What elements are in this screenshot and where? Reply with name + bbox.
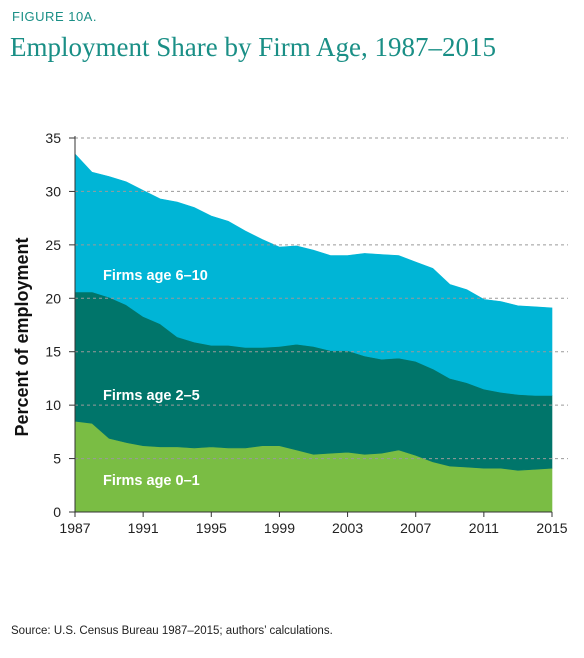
y-tick-label-25: 25 [45,237,61,253]
y-tick-label-20: 20 [45,290,61,306]
area-layer [74,153,553,513]
series-label-1: Firms age 0–1 [103,473,200,489]
y-tick-label-5: 5 [53,451,61,467]
y-tick-label-10: 10 [45,397,61,413]
figure-label: FIGURE 10A. [12,9,97,24]
x-tick-label-1987: 1987 [59,520,90,536]
y-tick-label-30: 30 [45,183,61,199]
gridlines [75,137,568,460]
y-tick-label-15: 15 [45,344,61,360]
stacked-area-chart: 0 5 10 15 20 25 30 35 1987 1991 1995 1999 2003 2007 20… [12,130,568,536]
x-tick-label-1991: 1991 [128,520,159,536]
x-tick-label-2015: 2015 [536,520,567,536]
y-axis-label: Percent of employment [12,237,32,436]
x-tick-label-1999: 1999 [264,520,295,536]
x-tick-label-2011: 2011 [469,520,499,536]
series-label-2: Firms age 2–5 [103,388,200,404]
x-tick-label-2007: 2007 [400,520,431,536]
area-3 [74,153,553,396]
series-labels: Firms age 0–1 Firms age 2–5 Firms age 6–10 [103,268,208,489]
chart-title: Employment Share by Firm Age, 1987–2015 [10,32,496,62]
y-tick-label-35: 35 [45,130,61,146]
x-tick-label-2003: 2003 [332,520,363,536]
series-label-3: Firms age 6–10 [103,268,208,284]
x-tick-label-1995: 1995 [196,520,227,536]
source-note: Source: U.S. Census Bureau 1987–2015; au… [11,625,333,637]
axes: 0 5 10 15 20 25 30 35 1987 1991 1995 1999 2003 2007 20… [45,130,567,536]
y-tick-label-0: 0 [53,504,61,520]
